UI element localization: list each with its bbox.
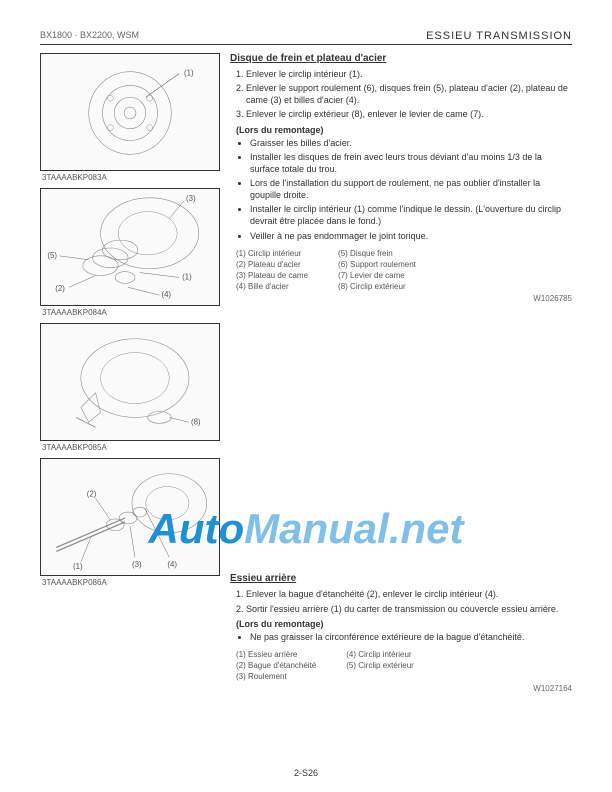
section1-remount-title: (Lors du remontage) [236,125,572,135]
text-column: Disque de frein et plateau d'acier Enlev… [230,53,572,703]
svg-text:(1): (1) [73,562,83,571]
legend-item: (8) Circlip extérieur [338,281,416,292]
section1-legend: (1) Circlip intérieur (2) Plateau d'acie… [236,248,572,293]
legend-item: (1) Circlip intérieur [236,248,308,259]
legend-item: (3) Roulement [236,671,316,682]
legend-item: (4) Circlip intérieur [346,649,414,660]
legend-item: (7) Levier de came [338,270,416,281]
legend-item: (3) Plateau de came [236,270,308,281]
legend-item: (1) Essieu arrière [236,649,316,660]
header-section: ESSIEU TRANSMISSION [426,30,572,42]
section1-steps: Enlever le circlip intérieur (1). Enleve… [230,68,572,121]
step: Sortir l'essieu arrière (1) du carter de… [246,603,572,615]
svg-text:(3): (3) [186,194,196,203]
figure-3-caption: 3TAAAABKP085A [40,443,220,452]
bullet: Ne pas graisser la circonférence extérie… [250,631,572,643]
step: Enlever le circlip extérieur (8), enleve… [246,108,572,120]
section1-remount-list: Graisser les billes d'acier. Installer l… [230,137,572,242]
svg-text:(2): (2) [55,284,65,293]
figures-column: (1) 3TAAAABKP083A (3) (5) (1) [40,53,220,703]
figure-3: (8) [40,323,220,441]
svg-text:(4): (4) [161,290,171,299]
page-content: (1) 3TAAAABKP083A (3) (5) (1) [40,53,572,703]
page-header: BX1800 · BX2200, WSM ESSIEU TRANSMISSION [40,30,572,45]
section2-title: Essieu arrière [230,573,572,584]
bullet: Installer le circlip intérieur (1) comme… [250,203,572,227]
header-model: BX1800 · BX2200, WSM [40,30,139,42]
legend-item: (2) Bague d'étanchéité [236,660,316,671]
figure-1: (1) [40,53,220,171]
legend-col-right: (5) Disque frein (6) Support roulement (… [338,248,416,293]
legend-item: (2) Plateau d'acier [236,259,308,270]
bullet: Installer les disques de frein avec leur… [250,151,572,175]
section2-wcode: W1027164 [230,684,572,693]
svg-text:(4): (4) [167,560,177,569]
section1-wcode: W1026785 [230,294,572,303]
section2-remount-title: (Lors du remontage) [236,619,572,629]
legend-item: (5) Circlip extérieur [346,660,414,671]
bullet: Lors de l'installation du support de rou… [250,177,572,201]
step: Enlever le circlip intérieur (1). [246,68,572,80]
figure-2-caption: 3TAAAABKP084A [40,308,220,317]
legend-item: (6) Support roulement [338,259,416,270]
step: Enlever le support roulement (6), disque… [246,82,572,106]
figure-1-caption: 3TAAAABKP083A [40,173,220,182]
figure-4: (2) (1) (3) (4) [40,458,220,576]
svg-text:(1): (1) [182,272,192,281]
step: Enlever la bague d'étanchéité (2), enlev… [246,588,572,600]
legend-col-left: (1) Essieu arrière (2) Bague d'étanchéit… [236,649,316,683]
svg-text:(1): (1) [184,69,194,78]
spacer [230,313,572,573]
svg-text:(5): (5) [47,251,57,260]
page-number: 2-S26 [0,768,612,778]
legend-col-left: (1) Circlip intérieur (2) Plateau d'acie… [236,248,308,293]
section1-title: Disque de frein et plateau d'acier [230,53,572,64]
bullet: Veiller à ne pas endommager le joint tor… [250,230,572,242]
figure-2: (3) (5) (1) (4) (2) [40,188,220,306]
bullet: Graisser les billes d'acier. [250,137,572,149]
section2-steps: Enlever la bague d'étanchéité (2), enlev… [230,588,572,614]
figure-4-caption: 3TAAAABKP086A [40,578,220,587]
section2-remount-list: Ne pas graisser la circonférence extérie… [230,631,572,643]
svg-text:(3): (3) [132,560,142,569]
svg-text:(2): (2) [87,489,97,498]
section2-legend: (1) Essieu arrière (2) Bague d'étanchéit… [236,649,572,683]
legend-item: (4) Bille d'acier [236,281,308,292]
legend-item: (5) Disque frein [338,248,416,259]
legend-col-right: (4) Circlip intérieur (5) Circlip extéri… [346,649,414,683]
svg-text:(8): (8) [191,417,201,426]
